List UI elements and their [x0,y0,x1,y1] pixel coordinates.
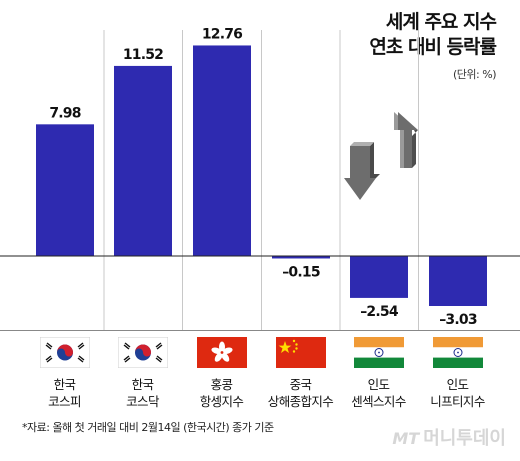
chart-title: 세계 주요 지수 연초 대비 등락률 [369,10,497,60]
up-down-arrows-icon [344,112,418,200]
category-label: 중국 상해종합지수 [267,377,334,409]
bar-value-label: 7.98 [49,105,80,121]
india-flag-icon [354,337,404,368]
gridlines [0,30,520,331]
source-footnote: *자료: 올해 첫 거래일 대비 2월14일 (한국시간) 종가 기준 [22,421,274,434]
bar-value-label: –0.15 [282,264,320,280]
korea-flag-icon [40,337,90,368]
bar [272,256,330,259]
bar-value-label: 11.52 [123,47,163,63]
category-label: 홍콩 항셍지수 [199,377,244,409]
flag-row [0,331,520,371]
watermark-mt: MT [392,429,420,448]
category-label: 인도 센섹스지수 [351,377,406,409]
watermark-logo: MT 머니투데이 [392,424,506,450]
bars [36,45,487,306]
korea-flag-icon [118,337,168,368]
bar [193,45,251,257]
unit-label: (단위: %) [453,68,496,81]
bar [429,256,487,306]
bar-value-label: –2.54 [360,304,399,320]
chart-title-line-2: 연초 대비 등락률 [369,36,497,58]
watermark-text: 머니투데이 [423,428,506,449]
bar-chart: 7.98 11.52 12.76 –0.15 –2.54 –3.03 [0,26,520,331]
bar-value-label: 12.76 [202,26,242,42]
bar [36,124,94,256]
hongkong-flag-icon [197,337,247,368]
bar [114,65,172,256]
category-label: 한국 코스피 [48,377,81,409]
bar [350,256,408,298]
china-flag-icon [276,337,326,368]
value-labels: 7.98 11.52 12.76 –0.15 –2.54 –3.03 [49,26,477,328]
india-flag-icon [433,337,483,368]
bar-value-label: –3.03 [439,312,477,328]
category-label: 한국 코스닥 [126,377,159,409]
chart-title-line-1: 세계 주요 지수 [385,11,497,33]
category-label: 인도 니프티지수 [430,377,485,409]
